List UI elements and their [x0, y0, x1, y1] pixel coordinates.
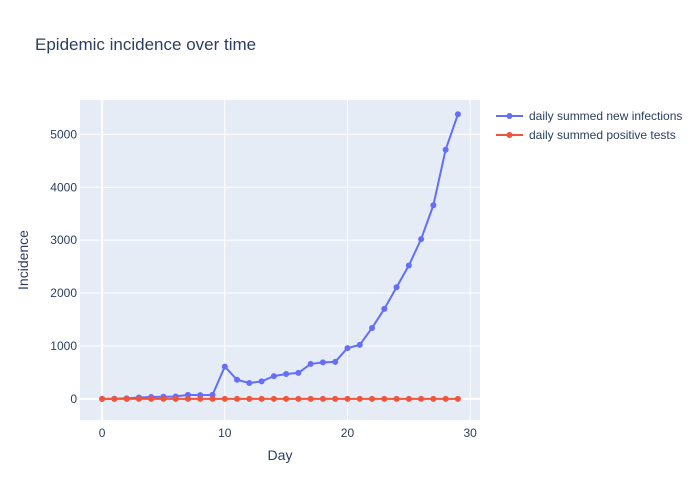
data-point — [246, 379, 253, 386]
data-point — [184, 395, 191, 402]
data-point — [405, 395, 412, 402]
x-tick-label: 30 — [464, 426, 478, 440]
data-point — [258, 378, 265, 385]
y-axis-ticks: 0 1000 2000 3000 4000 5000 — [50, 127, 77, 405]
data-point — [246, 395, 253, 402]
data-point — [369, 395, 376, 402]
legend-label: daily summed new infections — [529, 109, 682, 123]
y-tick-label: 3000 — [50, 233, 77, 247]
data-point — [356, 395, 363, 402]
data-point — [234, 376, 241, 383]
series-2 — [99, 395, 461, 402]
data-point — [270, 373, 277, 380]
data-point — [381, 305, 388, 312]
legend-item[interactable]: daily summed positive tests — [496, 128, 676, 142]
data-point — [418, 395, 425, 402]
y-axis-label: Incidence — [15, 230, 31, 290]
data-point — [111, 395, 118, 402]
data-point — [307, 395, 314, 402]
x-axis-ticks: 0 10 20 30 — [99, 426, 477, 440]
data-point — [99, 395, 106, 402]
data-point — [369, 324, 376, 331]
data-point — [172, 395, 179, 402]
series-layer — [99, 111, 461, 402]
data-point — [258, 395, 265, 402]
data-point — [221, 363, 228, 370]
data-point — [319, 395, 326, 402]
data-point — [197, 395, 204, 402]
data-point — [283, 395, 290, 402]
y-tick-label: 5000 — [50, 127, 77, 141]
data-point — [221, 395, 228, 402]
data-point — [295, 369, 302, 376]
chart-title: Epidemic incidence over time — [35, 35, 256, 54]
data-point — [234, 395, 241, 402]
data-point — [332, 395, 339, 402]
legend[interactable]: daily summed new infections daily summed … — [496, 109, 682, 142]
data-point — [418, 236, 425, 243]
legend-item[interactable]: daily summed new infections — [496, 109, 682, 123]
data-point — [442, 146, 449, 153]
data-point — [442, 395, 449, 402]
data-point — [344, 345, 351, 352]
y-tick-label: 1000 — [50, 339, 77, 353]
data-point — [381, 395, 388, 402]
data-point — [295, 395, 302, 402]
legend-label: daily summed positive tests — [529, 128, 676, 142]
y-tick-label: 2000 — [50, 286, 77, 300]
data-point — [430, 395, 437, 402]
data-point — [148, 395, 155, 402]
data-point — [393, 395, 400, 402]
y-tick-label: 4000 — [50, 180, 77, 194]
data-point — [454, 111, 461, 118]
data-point — [270, 395, 277, 402]
x-tick-label: 0 — [99, 426, 106, 440]
plot-area — [80, 100, 480, 420]
data-point — [393, 284, 400, 291]
data-point — [405, 262, 412, 269]
x-axis-label: Day — [268, 447, 293, 463]
data-point — [123, 395, 130, 402]
legend-marker-icon — [506, 132, 513, 138]
data-point — [283, 370, 290, 377]
data-point — [356, 341, 363, 348]
x-tick-label: 20 — [341, 426, 355, 440]
data-point — [307, 360, 314, 367]
x-tick-label: 10 — [218, 426, 232, 440]
data-point — [332, 358, 339, 365]
y-tick-label: 0 — [70, 392, 77, 406]
data-point — [319, 359, 326, 366]
legend-marker-icon — [506, 113, 513, 119]
gridlines — [80, 100, 480, 420]
data-point — [135, 395, 142, 402]
data-point — [430, 202, 437, 209]
data-point — [160, 395, 167, 402]
data-point — [209, 395, 216, 402]
data-point — [454, 395, 461, 402]
data-point — [344, 395, 351, 402]
